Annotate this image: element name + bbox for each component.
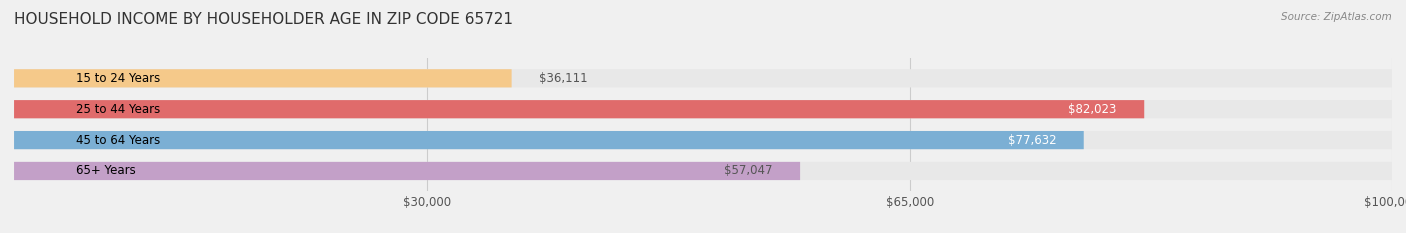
Text: 45 to 64 Years: 45 to 64 Years <box>76 134 160 147</box>
FancyBboxPatch shape <box>14 100 1144 118</box>
Text: $36,111: $36,111 <box>538 72 588 85</box>
FancyBboxPatch shape <box>14 100 1392 118</box>
FancyBboxPatch shape <box>14 69 1392 87</box>
FancyBboxPatch shape <box>14 131 1084 149</box>
Text: HOUSEHOLD INCOME BY HOUSEHOLDER AGE IN ZIP CODE 65721: HOUSEHOLD INCOME BY HOUSEHOLDER AGE IN Z… <box>14 12 513 27</box>
Text: 25 to 44 Years: 25 to 44 Years <box>76 103 160 116</box>
FancyBboxPatch shape <box>14 131 1392 149</box>
FancyBboxPatch shape <box>14 162 800 180</box>
FancyBboxPatch shape <box>14 162 1392 180</box>
Text: 15 to 24 Years: 15 to 24 Years <box>76 72 160 85</box>
FancyBboxPatch shape <box>14 69 512 87</box>
Text: $77,632: $77,632 <box>1008 134 1056 147</box>
Text: Source: ZipAtlas.com: Source: ZipAtlas.com <box>1281 12 1392 22</box>
Text: 65+ Years: 65+ Years <box>76 164 136 178</box>
Text: $57,047: $57,047 <box>724 164 772 178</box>
Text: $82,023: $82,023 <box>1069 103 1116 116</box>
